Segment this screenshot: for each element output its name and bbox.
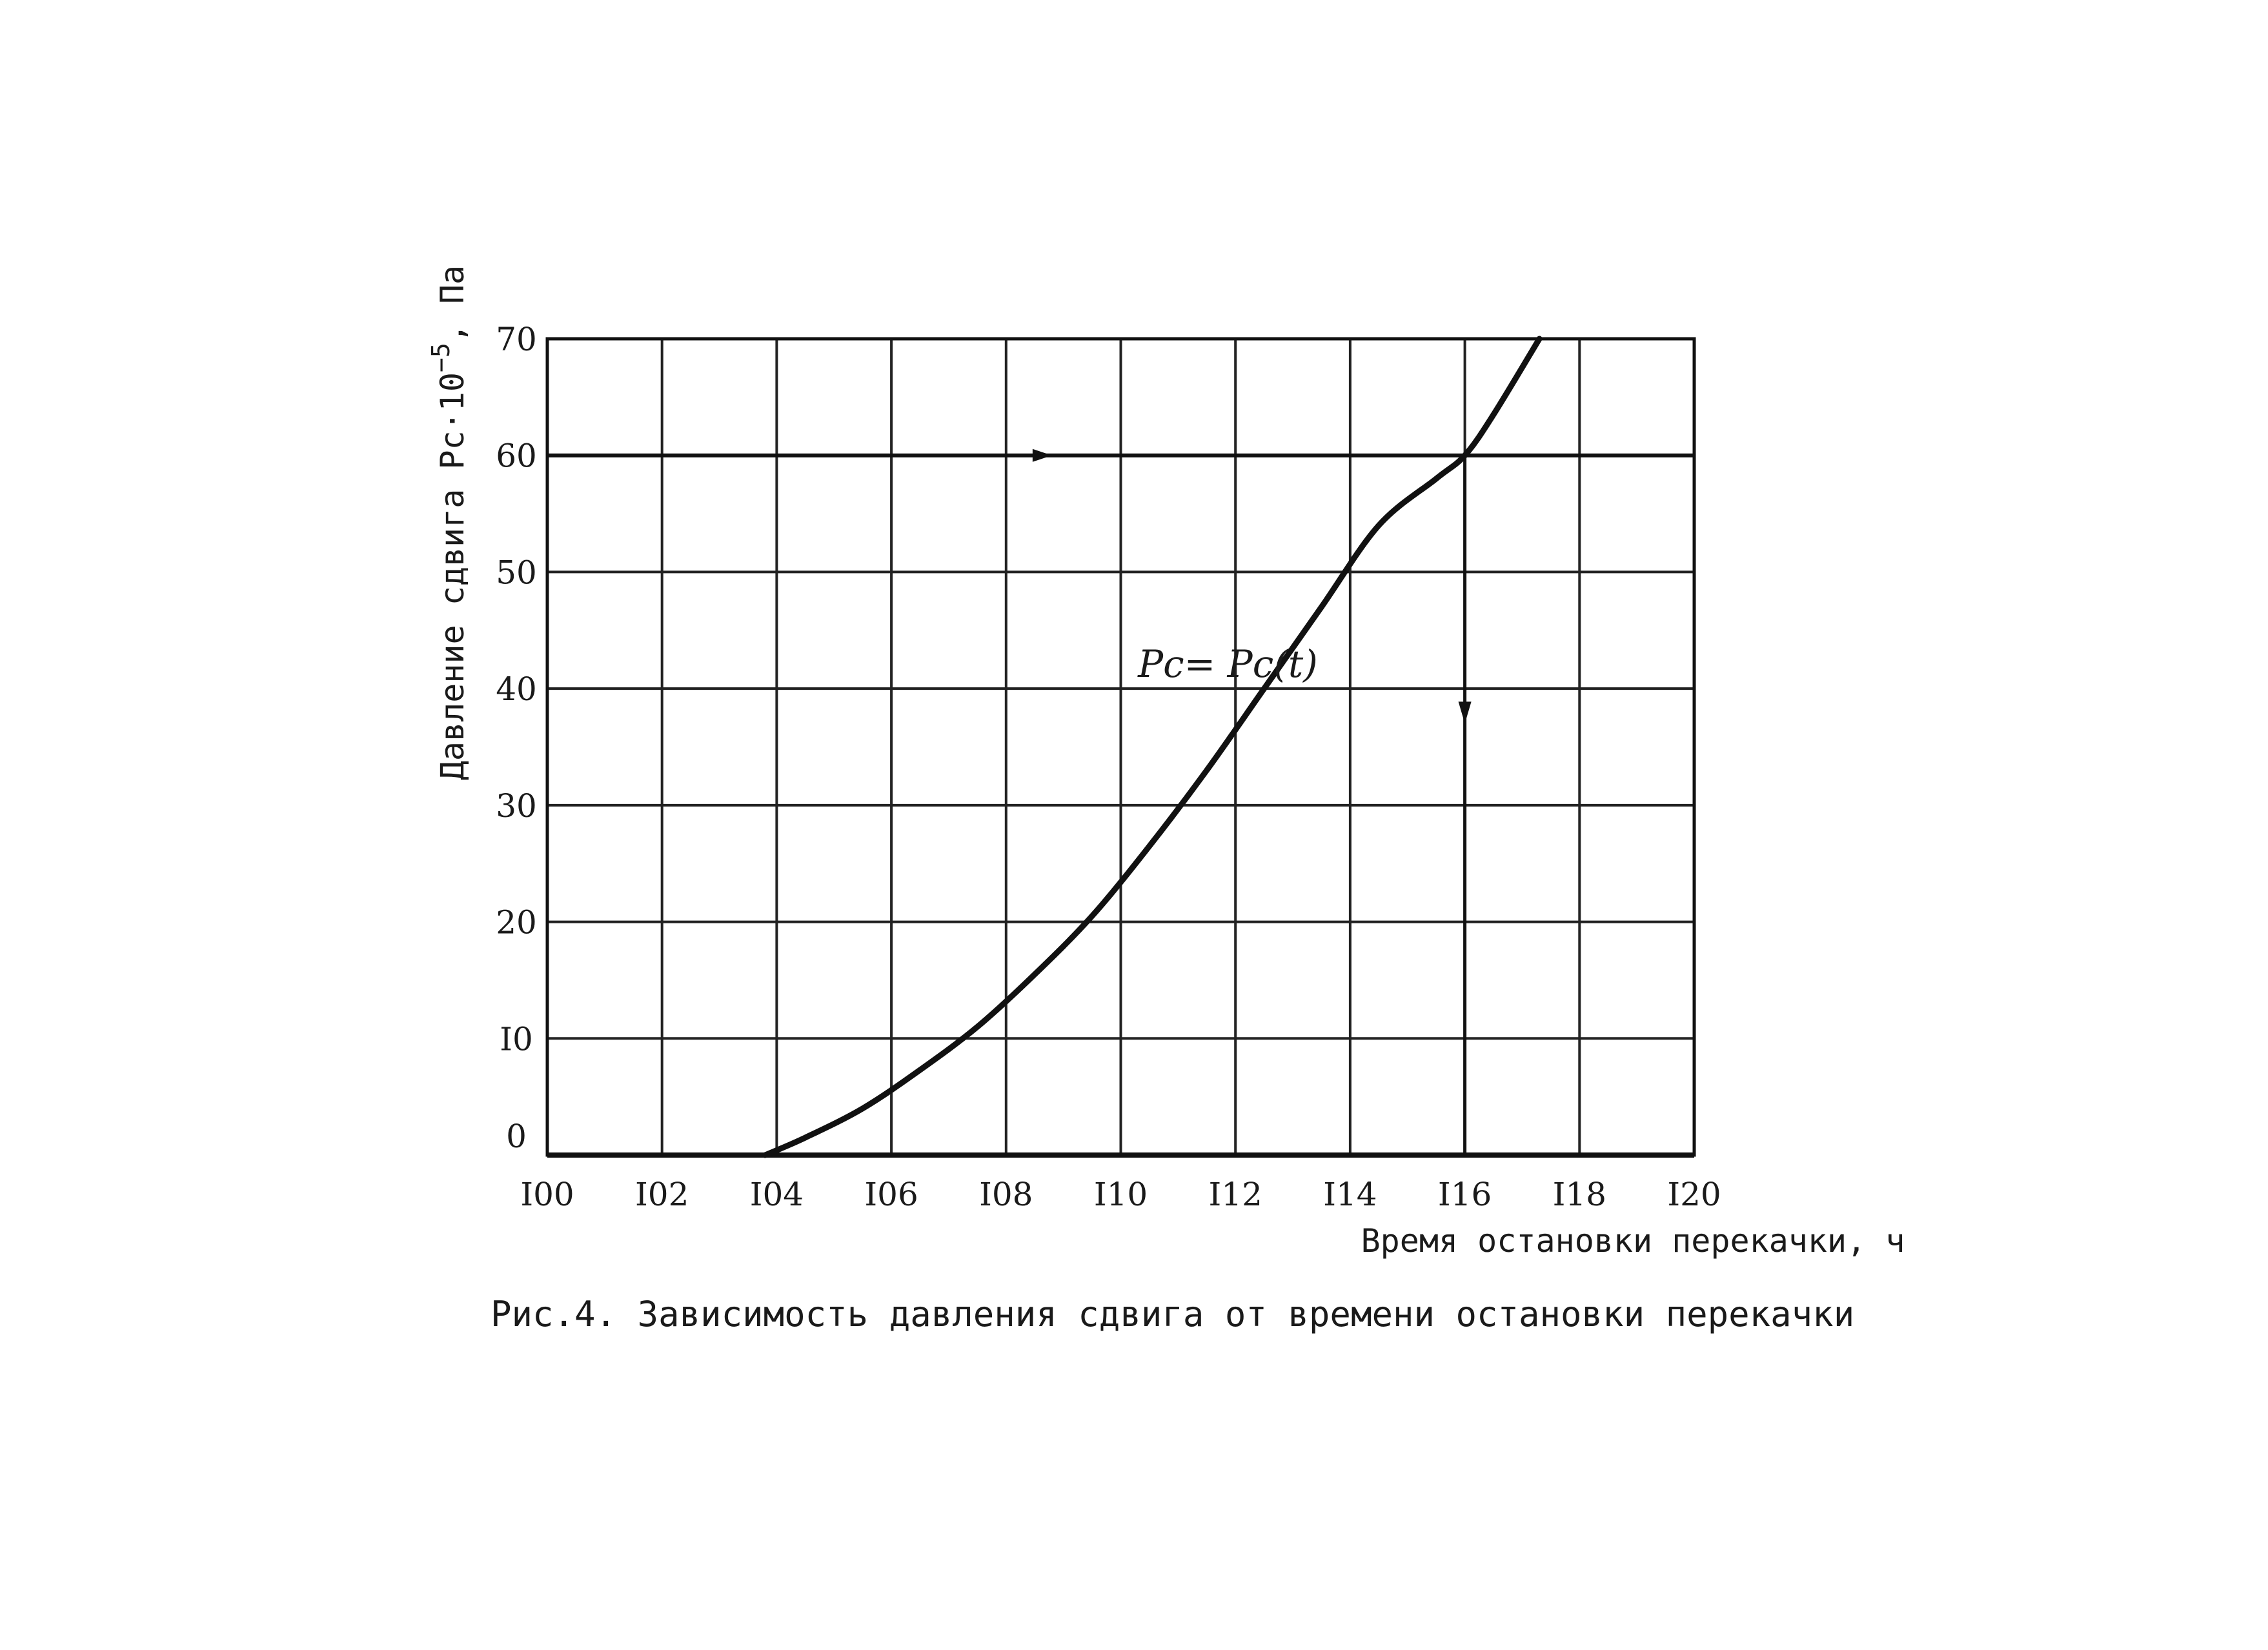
y-tick-label: 40: [496, 670, 537, 708]
x-axis-title: Время остановки перекачки, ч: [1361, 1222, 1905, 1260]
grid-lines: [546, 337, 1696, 1156]
x-tick-label: I18: [1553, 1176, 1606, 1213]
down-arrow-icon: [1458, 701, 1472, 724]
series-line-pc: [762, 336, 1543, 1158]
x-tick-label: I00: [520, 1176, 574, 1213]
y-axis-title-unit: , Па: [434, 265, 471, 343]
y-tick-label: 60: [496, 438, 537, 475]
y-tick-label: I0: [500, 1020, 533, 1058]
x-tick-label: I14: [1323, 1176, 1377, 1213]
y-tick-labels: 0 I0 20 30 40 50 60 70: [496, 321, 537, 1155]
y-tick-label: 30: [496, 787, 537, 825]
x-tick-label: I10: [1094, 1176, 1148, 1213]
series-layer: [762, 336, 1543, 1158]
x-tick-label: I08: [979, 1176, 1033, 1213]
y-tick-label: 20: [496, 904, 537, 941]
y-axis-title: Давление сдвига Рс·10−5, Па: [427, 265, 471, 780]
x-tick-label: I04: [750, 1176, 804, 1213]
x-tick-label: I12: [1209, 1176, 1262, 1213]
figure-caption: Рис.4. Зависимость давления сдвига от вр…: [491, 1294, 1855, 1334]
x-tick-labels: I00 I02 I04 I06 I08 I10 I12 I14 I16 I18 I20: [520, 1176, 1721, 1213]
y-tick-label: 70: [496, 321, 537, 358]
plot-frame: [545, 337, 1696, 1158]
curve-label: Pc= Pc(t): [1137, 642, 1318, 686]
x-tick-label: I06: [864, 1176, 918, 1213]
x-tick-label: I20: [1667, 1176, 1721, 1213]
y-axis-title-main: Давление сдвига Рс·10: [434, 372, 471, 780]
y-tick-label: 50: [496, 554, 537, 591]
right-arrow-icon: [1032, 448, 1052, 462]
x-tick-label: I16: [1438, 1176, 1492, 1213]
guide-lines: [547, 448, 1694, 1155]
y-tick-label: 0: [506, 1118, 527, 1155]
x-tick-label: I02: [635, 1176, 689, 1213]
y-axis-title-exponent: −5: [427, 343, 455, 372]
